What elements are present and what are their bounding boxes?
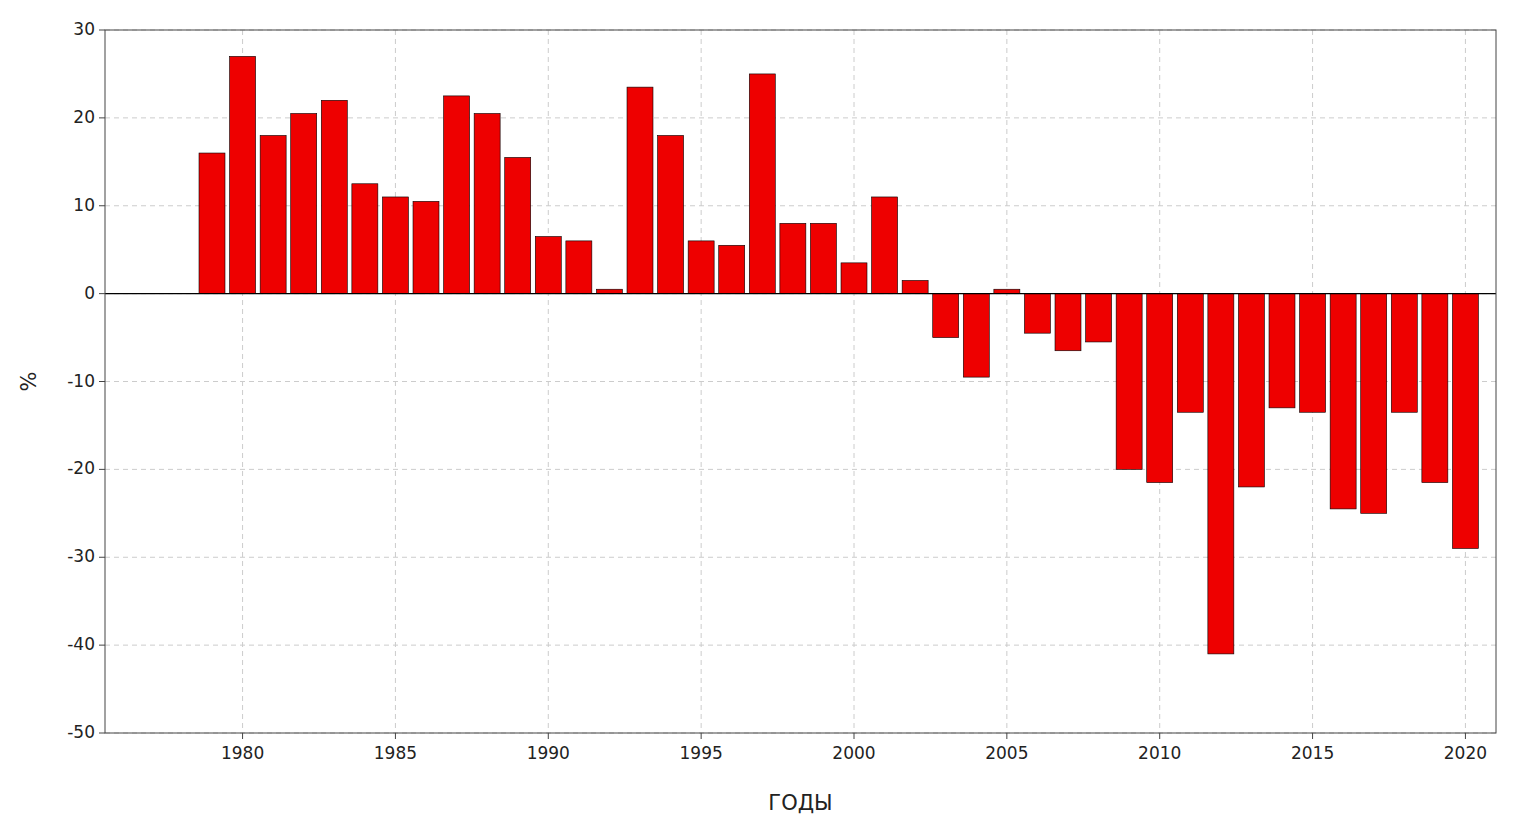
bar [810, 223, 836, 293]
x-tick-label: 2015 [1291, 743, 1334, 763]
bar [1147, 294, 1173, 483]
x-tick-label: 2010 [1138, 743, 1181, 763]
y-axis-label: % [17, 372, 41, 392]
x-grid-line [1006, 30, 1007, 733]
y-tick [99, 205, 105, 206]
bar [474, 113, 500, 293]
bar [1452, 294, 1478, 549]
bar [627, 87, 653, 294]
x-tick-label: 1995 [680, 743, 723, 763]
x-tick [1465, 733, 1466, 739]
bar [1177, 294, 1203, 413]
bar [199, 153, 225, 294]
y-tick [99, 557, 105, 558]
x-tick [1006, 733, 1007, 739]
y-tick-label: -50 [67, 722, 95, 742]
y-tick-label: 30 [73, 19, 95, 39]
x-tick [1312, 733, 1313, 739]
plot-background [105, 30, 1496, 733]
y-tick-label: 0 [84, 283, 95, 303]
bar [1208, 294, 1234, 654]
bar [444, 96, 470, 294]
x-grid-line [395, 30, 396, 733]
bar [749, 74, 775, 294]
bar [841, 263, 867, 294]
y-grid-line [105, 469, 1496, 470]
x-tick [548, 733, 549, 739]
x-tick [701, 733, 702, 739]
y-tick [99, 733, 105, 734]
bar [688, 241, 714, 294]
bars [199, 56, 1478, 654]
x-tick-label: 2020 [1444, 743, 1487, 763]
bar [535, 237, 561, 294]
bar [596, 289, 622, 293]
y-tick [99, 293, 105, 294]
bar [1238, 294, 1264, 487]
bar [1024, 294, 1050, 334]
bar [933, 294, 959, 338]
y-tick-label: -20 [67, 458, 95, 478]
y-grid-line [105, 557, 1496, 558]
plot-frame [105, 30, 1496, 733]
bar [260, 135, 286, 293]
y-tick-label: -40 [67, 634, 95, 654]
chart-svg: -50 -40 -30 -20 -10 0 10 20 30 1980 1985 1990 1995 20… [0, 0, 1536, 838]
x-tick [242, 733, 243, 739]
bar [963, 294, 989, 377]
y-tick-label: 20 [73, 107, 95, 127]
bar [994, 289, 1020, 293]
x-tick-label: 1990 [527, 743, 570, 763]
bar [413, 201, 439, 293]
bar [505, 157, 531, 293]
y-tick [99, 469, 105, 470]
bar [352, 184, 378, 294]
x-axis-label: ГОДЫ [768, 791, 832, 815]
bar [719, 245, 745, 293]
bar [1330, 294, 1356, 509]
grid [105, 30, 1496, 733]
x-tick-label: 1980 [221, 743, 264, 763]
bar [566, 241, 592, 294]
bar [1269, 294, 1295, 408]
axes: -50 -40 -30 -20 -10 0 10 20 30 1980 1985 1990 1995 20… [67, 19, 1487, 763]
x-grid-line [701, 30, 702, 733]
bar [230, 56, 256, 293]
chart-container: -50 -40 -30 -20 -10 0 10 20 30 1980 1985 1990 1995 20… [0, 0, 1536, 838]
bar [1055, 294, 1081, 351]
y-tick [99, 381, 105, 382]
y-grid-line [105, 293, 1496, 294]
x-tick-label: 2005 [985, 743, 1028, 763]
bar [1116, 294, 1142, 470]
bar [1361, 294, 1387, 514]
x-tick [1159, 733, 1160, 739]
bar [291, 113, 317, 293]
x-grid-line [548, 30, 549, 733]
bar [1422, 294, 1448, 483]
y-tick [99, 30, 105, 31]
x-grid-line [854, 30, 855, 733]
bar [780, 223, 806, 293]
y-tick [99, 117, 105, 118]
bar [321, 100, 347, 293]
x-tick [395, 733, 396, 739]
y-tick-label: -30 [67, 546, 95, 566]
bar [1391, 294, 1417, 413]
y-tick-label: -10 [67, 371, 95, 391]
bar [658, 135, 684, 293]
x-tick [854, 733, 855, 739]
x-tick-label: 1985 [374, 743, 417, 763]
y-grid-line [105, 645, 1496, 646]
bar [1300, 294, 1326, 413]
x-tick-label: 2000 [832, 743, 875, 763]
zero-line [105, 293, 1496, 294]
bar [902, 280, 928, 293]
y-tick-label: 10 [73, 195, 95, 215]
y-tick [99, 645, 105, 646]
bar [872, 197, 898, 294]
bar [382, 197, 408, 294]
bar [1086, 294, 1112, 342]
